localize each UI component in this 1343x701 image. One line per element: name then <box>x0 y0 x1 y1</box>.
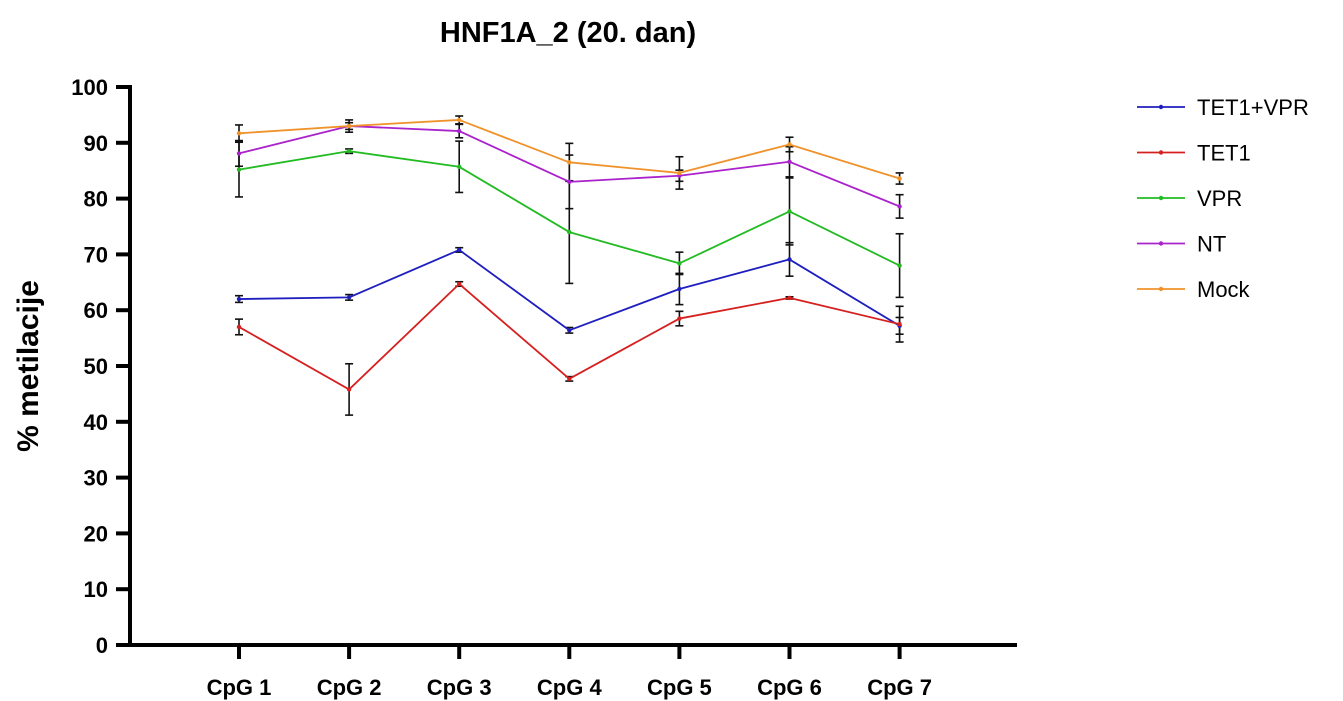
legend-label: VPR <box>1197 186 1242 211</box>
data-point <box>236 151 242 156</box>
data-point <box>677 316 682 321</box>
data-point <box>236 324 242 330</box>
y-tick-label: 90 <box>84 131 108 156</box>
y-tick-label: 80 <box>84 187 108 212</box>
data-point <box>457 128 462 134</box>
legend-marker <box>1158 150 1164 155</box>
legend-label: TET1 <box>1197 141 1251 166</box>
data-point <box>677 170 682 176</box>
data-point <box>567 229 572 235</box>
data-point <box>236 167 242 172</box>
data-point <box>346 295 352 300</box>
x-tick-label: CpG 7 <box>867 675 932 700</box>
plot-area <box>235 115 904 416</box>
data-point <box>787 257 792 262</box>
legend-label: Mock <box>1197 277 1251 302</box>
data-point <box>236 296 242 302</box>
legend-label: NT <box>1197 232 1226 257</box>
x-tick-label: CpG 6 <box>757 675 822 700</box>
y-tick-label: 20 <box>84 521 108 546</box>
legend-marker <box>1158 195 1164 201</box>
data-point <box>346 387 352 392</box>
data-point <box>567 179 572 185</box>
legend: TET1+VPR TET1 VPR NT Mock <box>1137 95 1309 302</box>
data-point <box>787 295 792 301</box>
data-point <box>346 123 352 129</box>
data-point <box>897 176 902 181</box>
x-tick-label: CpG 4 <box>537 675 603 700</box>
data-point <box>787 142 792 147</box>
legend-marker <box>1158 286 1164 292</box>
data-point <box>677 261 682 266</box>
legend-marker <box>1158 104 1164 110</box>
series-line-tet1 <box>238 283 900 391</box>
axes: 0 10 20 30 40 50 60 70 80 90 100 CpG 1 CpG 2 CpG 3 CpG… <box>71 75 1017 700</box>
data-point <box>897 321 902 327</box>
y-tick-label: 60 <box>84 298 108 323</box>
data-point <box>457 164 462 169</box>
y-tick-label: 10 <box>84 577 108 602</box>
data-point <box>457 117 462 123</box>
data-point <box>346 148 352 154</box>
data-point <box>457 281 462 287</box>
chart-title: HNF1A_2 (20. dan) <box>440 17 696 49</box>
y-tick-label: 70 <box>84 242 108 267</box>
data-point <box>787 159 792 164</box>
data-point <box>567 160 572 165</box>
y-tick-label: 100 <box>71 75 108 100</box>
x-tick-label: CpG 2 <box>317 675 382 700</box>
data-point <box>457 247 462 253</box>
y-axis-label: % metilacije <box>12 280 45 452</box>
data-point <box>897 263 902 268</box>
x-tick-label: CpG 3 <box>427 675 492 700</box>
legend-item: VPR <box>1137 186 1242 211</box>
data-point <box>567 328 572 333</box>
y-tick-label: 0 <box>96 633 108 658</box>
legend-item: Mock <box>1137 277 1251 302</box>
x-tick-label: CpG 5 <box>647 675 712 700</box>
y-tick-label: 30 <box>84 466 108 491</box>
y-tick-label: 50 <box>84 354 108 379</box>
legend-item: TET1+VPR <box>1137 95 1309 120</box>
data-point <box>897 204 902 209</box>
data-point <box>236 131 242 136</box>
data-point <box>567 376 572 382</box>
legend-item: TET1 <box>1137 141 1251 166</box>
legend-label: TET1+VPR <box>1197 95 1309 120</box>
data-point <box>677 286 682 292</box>
y-tick-label: 40 <box>84 410 108 435</box>
x-tick-label: CpG 1 <box>207 675 272 700</box>
data-point <box>787 209 792 214</box>
legend-item: NT <box>1137 232 1226 257</box>
legend-marker <box>1158 241 1164 246</box>
